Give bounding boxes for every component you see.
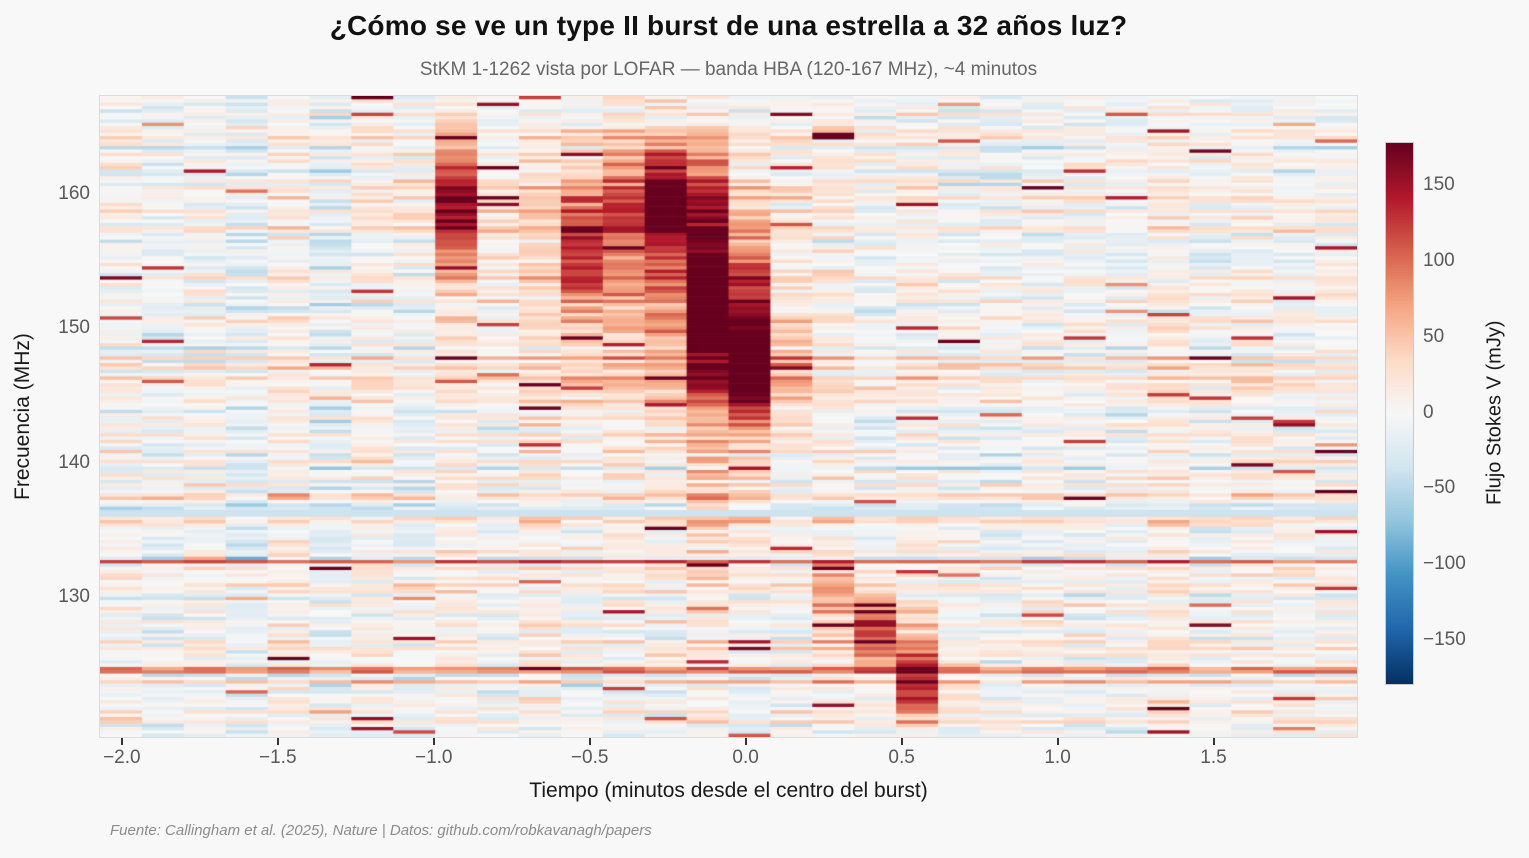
heatmap-canvas bbox=[100, 96, 1357, 737]
colorbar-label: Flujo Stokes V (mJy) bbox=[1483, 320, 1506, 505]
colorbar-tick-label: 150 bbox=[1423, 173, 1455, 195]
y-tick-label: 160 bbox=[58, 183, 90, 205]
colorbar-tick-label: −100 bbox=[1423, 553, 1466, 575]
x-tick-mark bbox=[1056, 738, 1059, 745]
x-tick-mark bbox=[432, 738, 435, 745]
x-tick-label: 1.5 bbox=[1200, 747, 1227, 768]
heatmap-plot bbox=[99, 95, 1358, 738]
colorbar bbox=[1385, 142, 1414, 685]
x-tick-label: −1.5 bbox=[259, 747, 297, 768]
x-tick-mark bbox=[120, 738, 123, 745]
y-tick-label: 150 bbox=[58, 317, 90, 339]
x-tick-mark bbox=[744, 738, 747, 745]
colorbar-tick-label: −50 bbox=[1423, 477, 1456, 499]
colorbar-tick-label: −150 bbox=[1423, 629, 1466, 651]
x-tick-label: 0.0 bbox=[732, 747, 759, 768]
colorbar-tick-label: 50 bbox=[1423, 325, 1445, 347]
x-tick-label: −1.0 bbox=[414, 747, 453, 768]
colorbar-gradient bbox=[1386, 143, 1413, 684]
y-tick-label: 130 bbox=[58, 586, 90, 608]
footer-credit: Fuente: Callingham et al. (2025), Nature… bbox=[110, 822, 652, 839]
x-tick-mark bbox=[276, 738, 279, 745]
y-tick-label: 140 bbox=[58, 451, 90, 473]
x-tick-mark bbox=[1212, 738, 1215, 745]
x-tick-mark bbox=[900, 738, 903, 745]
x-tick-label: −2.0 bbox=[103, 747, 141, 768]
colorbar-tick-label: 0 bbox=[1423, 401, 1434, 423]
chart-subtitle: StKM 1-1262 vista por LOFAR — banda HBA … bbox=[419, 59, 1038, 80]
x-tick-mark bbox=[588, 738, 591, 745]
x-tick-label: −0.5 bbox=[570, 747, 609, 768]
x-tick-label: 0.5 bbox=[888, 747, 915, 768]
x-tick-label: 1.0 bbox=[1044, 747, 1071, 768]
y-axis-label: Frecuencia (MHz) bbox=[11, 333, 34, 500]
chart-title: ¿Cómo se ve un type II burst de una estr… bbox=[329, 10, 1128, 41]
colorbar-tick-label: 100 bbox=[1423, 249, 1455, 271]
x-axis-label: Tiempo (minutos desde el centro del burs… bbox=[529, 779, 928, 802]
